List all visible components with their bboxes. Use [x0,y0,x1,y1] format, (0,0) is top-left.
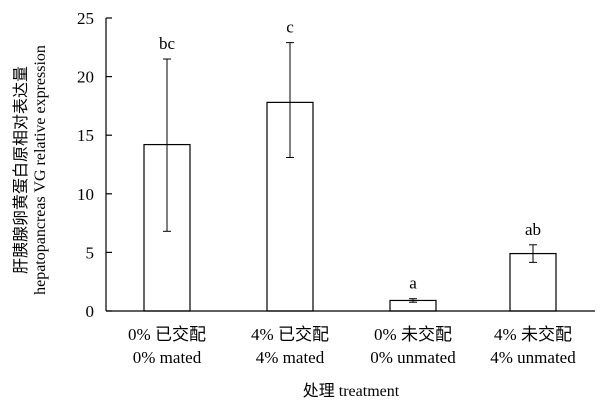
y-axis-title: 肝胰腺卵黄蛋白原相对表达量 hepatopancreas VG relative… [12,45,49,295]
significance-label: bc [159,34,176,53]
x-category-label: 4% 已交配 [251,325,329,344]
x-category-label: 4% mated [256,348,325,367]
y-axis-title-en: hepatopancreas VG relative expression [32,45,49,295]
significance-label: ab [525,220,541,239]
y-tick-label: 15 [77,126,94,145]
significance-label: c [286,18,294,37]
y-tick-label: 20 [77,68,94,87]
y-axis-title-cn: 肝胰腺卵黄蛋白原相对表达量 [12,66,30,274]
y-tick-label: 25 [77,9,94,28]
bars: bc c a ab [143,18,557,312]
x-axis-title: 处理 treatment [303,382,400,400]
y-tick-label: 0 [86,302,95,321]
x-category-label: 4% unmated [490,348,576,367]
y-tick-label: 10 [77,185,94,204]
significance-label: a [409,274,417,293]
x-category-label: 0% 已交配 [128,325,206,344]
x-category-label: 0% mated [133,348,202,367]
x-category-label: 4% 未交配 [494,325,572,344]
y-tick-label: 5 [86,243,95,262]
x-category-label: 0% unmated [370,348,456,367]
x-category-label: 0% 未交配 [374,325,452,344]
y-axis: 0 5 10 15 20 25 [77,9,112,321]
x-axis: 0% 已交配 0% mated 4% 已交配 4% mated 0% 未交配 0% unm… [106,310,595,367]
